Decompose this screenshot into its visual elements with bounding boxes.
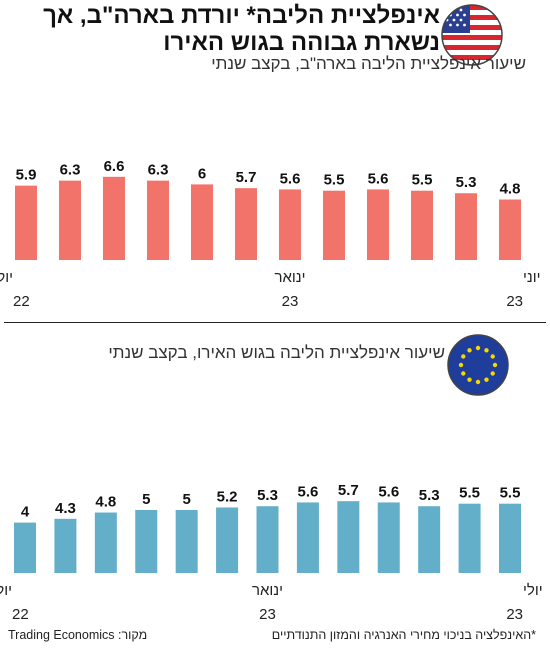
eu-flag-star [461, 371, 466, 376]
us-x-tick-month: ינואר [274, 269, 305, 286]
eu-x-tick-year: 22 [12, 606, 29, 623]
eu-bar-value-label: 5.3 [257, 487, 278, 504]
eu-core-inflation-chart: 44.34.8555.25.35.65.75.65.35.55.5יולי22י… [0, 482, 543, 623]
eu-bar [337, 501, 360, 573]
eu-flag-star [475, 379, 481, 385]
eu-bar [458, 503, 481, 573]
eu-x-tick-month: יולי [0, 582, 12, 599]
eu-bar [14, 522, 36, 573]
us-bar-value-label: 4.8 [500, 181, 521, 198]
eu-flag-star [467, 348, 472, 353]
us-bar-value-label: 5.3 [456, 174, 477, 191]
eu-flag-star [490, 371, 495, 376]
eu-flag-star [467, 377, 472, 382]
eu-x-tick-month: יולי [523, 582, 543, 599]
eu-bar-value-label: 5.3 [419, 487, 440, 504]
us-x-tick-month: יוני [523, 269, 541, 286]
us-chart-title: שיעור אינפלציית הליבה בארה"ב, בקצב שנתי [211, 54, 526, 73]
us-bar [279, 189, 301, 260]
us-bar-value-label: 5.6 [280, 170, 301, 187]
eu-flag-star [490, 354, 495, 359]
us-bar-value-label: 5.5 [412, 172, 433, 189]
eu-bar-value-label: 5.6 [378, 483, 399, 500]
us-core-inflation-chart: 5.9 6.3 6.6 6.3 6 5.7 5.6 5.5 5.6 5.5 5.3 4.8 יולי22… [0, 158, 541, 310]
us-x-tick-year: 23 [506, 293, 523, 310]
us-bar-value-label: 6 [198, 165, 206, 182]
us-x-tick-year: 23 [282, 293, 299, 310]
eu-flag-star [461, 354, 466, 359]
eu-bar-value-label: 4.3 [55, 500, 76, 517]
eu-bar-value-label: 5.6 [297, 483, 318, 500]
us-bar-value-label: 5.9 [16, 167, 37, 184]
us-bar [367, 189, 389, 260]
page-title: אינפלציית הליבה* יורדת בארה"ב, אך נשארת … [43, 2, 440, 56]
eu-flag-star [484, 377, 489, 382]
eu-x-tick-year: 23 [506, 606, 523, 623]
eu-bar-value-label: 4 [21, 504, 30, 521]
us-bar-value-label: 6.3 [60, 162, 81, 179]
eu-bar [216, 507, 239, 573]
eu-flag-star [458, 362, 464, 368]
eu-bar-value-label: 5 [182, 491, 190, 508]
us-bar-value-label: 6.6 [104, 158, 125, 175]
eu-flag-star [475, 345, 481, 351]
eu-bar-value-label: 5.2 [217, 488, 238, 505]
us-bar-value-label: 6.3 [148, 162, 169, 179]
section-divider [4, 322, 546, 323]
eu-bar-value-label: 4.8 [95, 494, 116, 511]
eu-bar [94, 512, 117, 573]
eu-flag-star [492, 362, 498, 368]
us-x-tick-year: 22 [13, 293, 30, 310]
eu-bar [54, 518, 77, 573]
us-x-tick-month: יולי [0, 269, 13, 286]
us-bar-value-label: 5.6 [368, 170, 389, 187]
eu-bar-value-label: 5.5 [500, 485, 521, 502]
us-bar [191, 184, 213, 260]
eu-bar [499, 503, 521, 573]
us-bar-value-label: 5.7 [236, 169, 257, 186]
eu-bar-value-label: 5.5 [459, 485, 480, 502]
eu-chart-title: שיעור אינפלציית הליבה בגוש האירו, בקצב ש… [108, 343, 445, 362]
eu-bar [418, 506, 441, 573]
eu-bar-value-label: 5.7 [338, 482, 359, 499]
eu-x-tick-month: ינואר [252, 582, 283, 599]
footnote: *האינפלציה בניכוי מחירי האנרגיה והמזון ה… [271, 628, 536, 642]
us-bar-value-label: 5.5 [324, 172, 345, 189]
us-bar [103, 176, 125, 260]
eu-bar [377, 502, 400, 573]
eu-x-tick-year: 23 [259, 606, 276, 623]
eu-flag-star [484, 348, 489, 353]
us-bar [411, 190, 433, 260]
eu-bar [296, 502, 319, 573]
us-bar [499, 199, 521, 260]
source-credit: מקור: Trading Economics [8, 628, 148, 642]
eu-bar [135, 510, 158, 573]
eu-bar-value-label: 5 [142, 491, 150, 508]
us-bar [59, 180, 81, 260]
us-flag-icon [441, 4, 503, 66]
us-bar [15, 185, 37, 260]
us-bar [147, 180, 169, 260]
us-bar [235, 188, 257, 260]
eu-flag-icon [447, 334, 509, 396]
eu-bar [256, 506, 279, 573]
eu-bar [175, 510, 198, 573]
us-bar [323, 190, 345, 260]
us-bar [455, 193, 477, 260]
